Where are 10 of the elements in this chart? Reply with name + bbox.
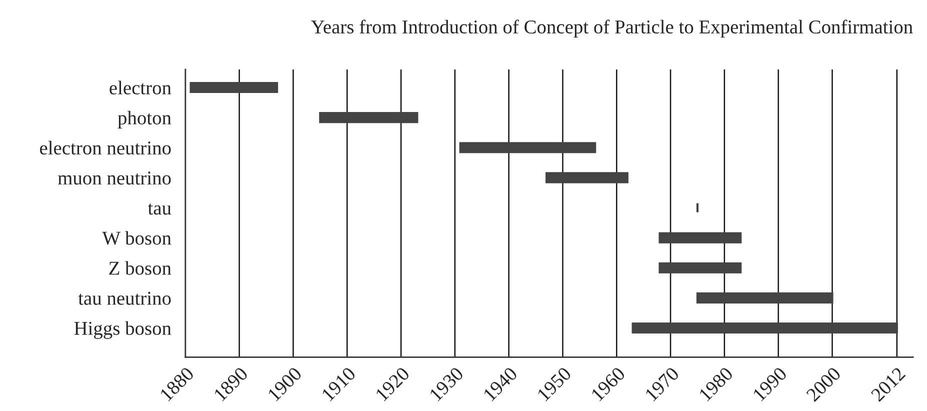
- y-tick-label: electron: [110, 80, 172, 94]
- y-tick-label: Z boson: [109, 261, 172, 275]
- y-tick-label: photon: [118, 110, 172, 128]
- y-tick-label: electron neutrino: [40, 140, 171, 155]
- y-tick-label: Higgs boson: [74, 321, 172, 339]
- y-tick-label: tau: [148, 204, 172, 215]
- y-tick-label: muon neutrino: [58, 172, 171, 185]
- y-tick-label: W boson: [102, 231, 172, 245]
- y-tick-label: tau neutrino: [78, 292, 171, 305]
- chart-title: Years from Introduction of Concept of Particle to Experimental Confirmation: [311, 20, 913, 38]
